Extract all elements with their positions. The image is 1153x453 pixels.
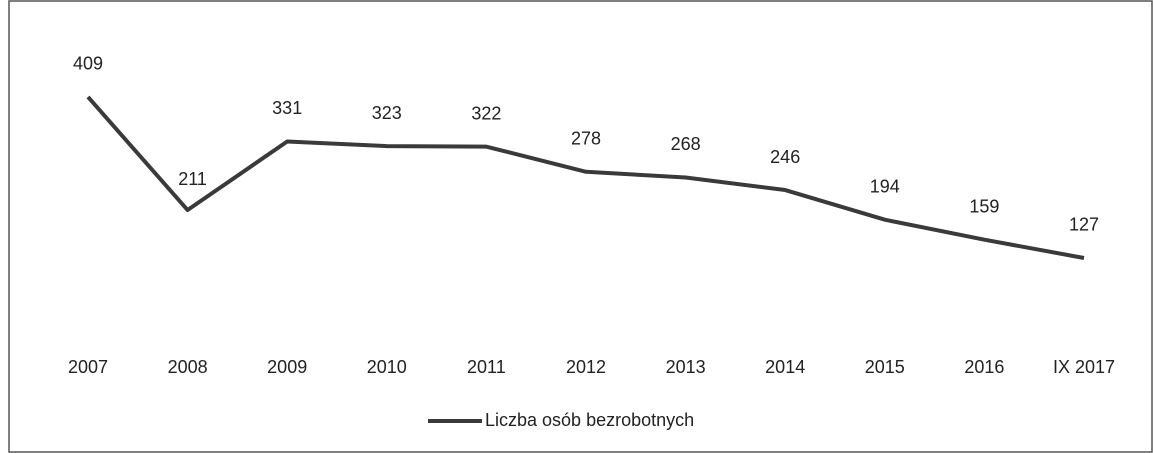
- data-label: 159: [969, 196, 999, 216]
- data-label: 323: [372, 103, 402, 123]
- data-label: 127: [1069, 215, 1099, 235]
- data-label: 322: [471, 103, 501, 123]
- x-tick-label: 2016: [964, 357, 1004, 377]
- data-label: 278: [571, 129, 601, 149]
- x-tick-label: 2014: [765, 357, 805, 377]
- data-label: 211: [178, 169, 207, 189]
- x-tick-label: 2010: [367, 357, 407, 377]
- data-line: [86, 95, 1085, 260]
- legend-label: Liczba osób bezrobotnych: [485, 410, 694, 430]
- data-label: 331: [272, 98, 302, 118]
- data-label: 246: [770, 147, 800, 167]
- x-tick-label: IX 2017: [1053, 357, 1115, 377]
- data-label: 268: [671, 134, 701, 154]
- data-label: 409: [73, 54, 103, 74]
- x-tick-label: 2013: [666, 357, 706, 377]
- x-tick-label: 2007: [68, 357, 108, 377]
- x-tick-label: 2012: [566, 357, 606, 377]
- x-tick-label: 2015: [865, 357, 905, 377]
- x-tick-label: 2011: [467, 357, 506, 377]
- x-tick-label: 2008: [168, 357, 208, 377]
- chart-frame: [8, 0, 1153, 453]
- x-tick-label: 2009: [267, 357, 307, 377]
- data-label: 194: [870, 176, 900, 196]
